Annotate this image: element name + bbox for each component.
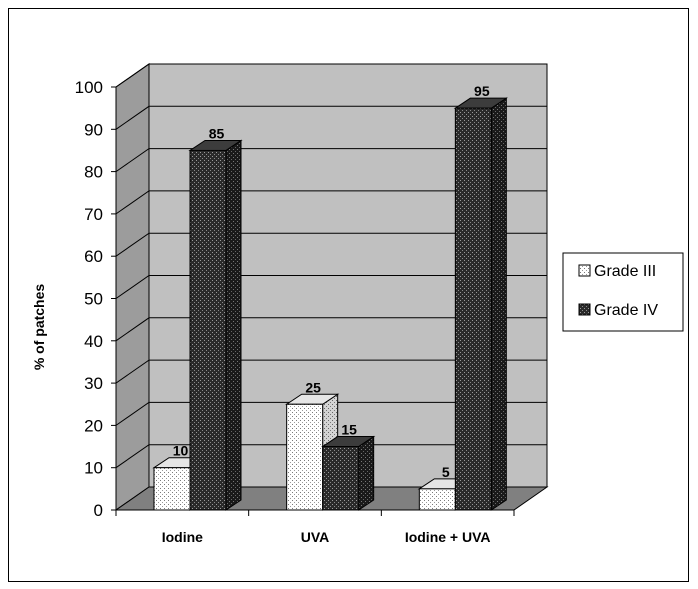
y-tick-label: 100 bbox=[75, 78, 103, 97]
x-category-label: UVA bbox=[301, 529, 330, 545]
y-tick-label: 60 bbox=[84, 247, 103, 266]
y-tick-label: 20 bbox=[84, 416, 103, 435]
bar-grade-iii bbox=[153, 467, 191, 511]
bar-side bbox=[358, 435, 375, 511]
data-label: 10 bbox=[173, 443, 189, 459]
legend: Grade III Grade IV bbox=[562, 252, 684, 332]
gridline bbox=[115, 148, 547, 173]
gridline bbox=[115, 275, 547, 299]
data-label: 5 bbox=[442, 464, 450, 480]
gridlines bbox=[115, 63, 547, 469]
gridline bbox=[115, 63, 547, 88]
y-tick-label: 70 bbox=[84, 205, 103, 224]
y-tick-label: 80 bbox=[84, 163, 103, 182]
gridline bbox=[115, 190, 547, 215]
y-tick-label: 40 bbox=[84, 332, 103, 351]
y-axis-ticks: 0 10 20 30 40 50 60 70 80 90 100 bbox=[75, 78, 117, 520]
legend-swatch bbox=[578, 303, 591, 316]
bar-grade-iii bbox=[286, 403, 324, 511]
y-tick-label: 90 bbox=[84, 120, 103, 139]
y-tick-label: 10 bbox=[84, 459, 103, 478]
bars: 10 85 25 15 5 95 bbox=[152, 83, 508, 511]
data-label: 15 bbox=[341, 422, 357, 438]
data-label: 95 bbox=[474, 83, 490, 99]
x-category-label: Iodine + UVA bbox=[405, 529, 491, 545]
data-label: 25 bbox=[305, 379, 321, 395]
y-tick-label: 0 bbox=[94, 501, 103, 520]
bar-grade-iv bbox=[322, 446, 360, 511]
y-tick-label: 50 bbox=[84, 290, 103, 309]
gridline bbox=[115, 401, 547, 426]
bar-side bbox=[225, 139, 242, 511]
bar-side bbox=[490, 97, 507, 511]
bar-grade-iv bbox=[454, 107, 492, 511]
data-label: 85 bbox=[209, 125, 225, 141]
x-axis-labels: Iodine UVA Iodine + UVA bbox=[115, 509, 515, 545]
y-tick-label: 30 bbox=[84, 374, 103, 393]
bar-grade-iii bbox=[418, 488, 456, 511]
legend-label: Grade III bbox=[594, 263, 656, 280]
bar-grade-iv bbox=[189, 149, 227, 511]
gridline bbox=[115, 444, 547, 469]
chart-frame bbox=[8, 8, 689, 582]
gridline bbox=[115, 105, 547, 130]
gridline bbox=[115, 359, 547, 384]
gridline bbox=[115, 232, 547, 257]
legend-swatch bbox=[578, 264, 591, 277]
legend-label: Grade IV bbox=[594, 302, 658, 319]
x-category-label: Iodine bbox=[162, 529, 203, 545]
y-axis-label: % of patches bbox=[31, 284, 47, 371]
gridline bbox=[115, 317, 547, 342]
